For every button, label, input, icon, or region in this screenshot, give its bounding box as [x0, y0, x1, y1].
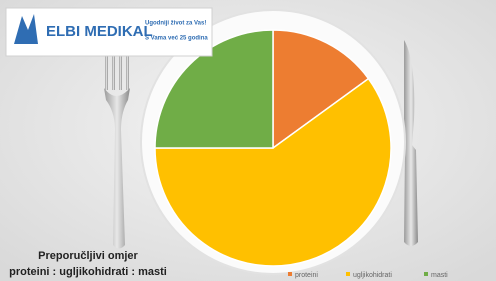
logo-tagline: Ugodniji život za Vas!	[145, 21, 206, 27]
legend-swatch	[288, 272, 292, 276]
legend-label: proteini	[295, 272, 318, 279]
chart-subtitle: proteini : ugljikohidrati : masti	[9, 266, 167, 278]
chart-title: Preporučljivi omjer	[38, 250, 138, 262]
page: ELBI MEDIKAL Ugodniji život za Vas! S Va…	[0, 0, 496, 281]
logo-brand: ELBI MEDIKAL	[46, 23, 153, 40]
legend-label: masti	[431, 272, 448, 279]
legend-swatch	[346, 272, 350, 276]
logo: ELBI MEDIKAL Ugodniji život za Vas! S Va…	[6, 8, 212, 56]
legend-swatch	[424, 272, 428, 276]
legend-label: ugljikohidrati	[353, 272, 392, 279]
logo-tagline: S Vama već 25 godina	[145, 36, 208, 42]
pie	[155, 30, 391, 266]
